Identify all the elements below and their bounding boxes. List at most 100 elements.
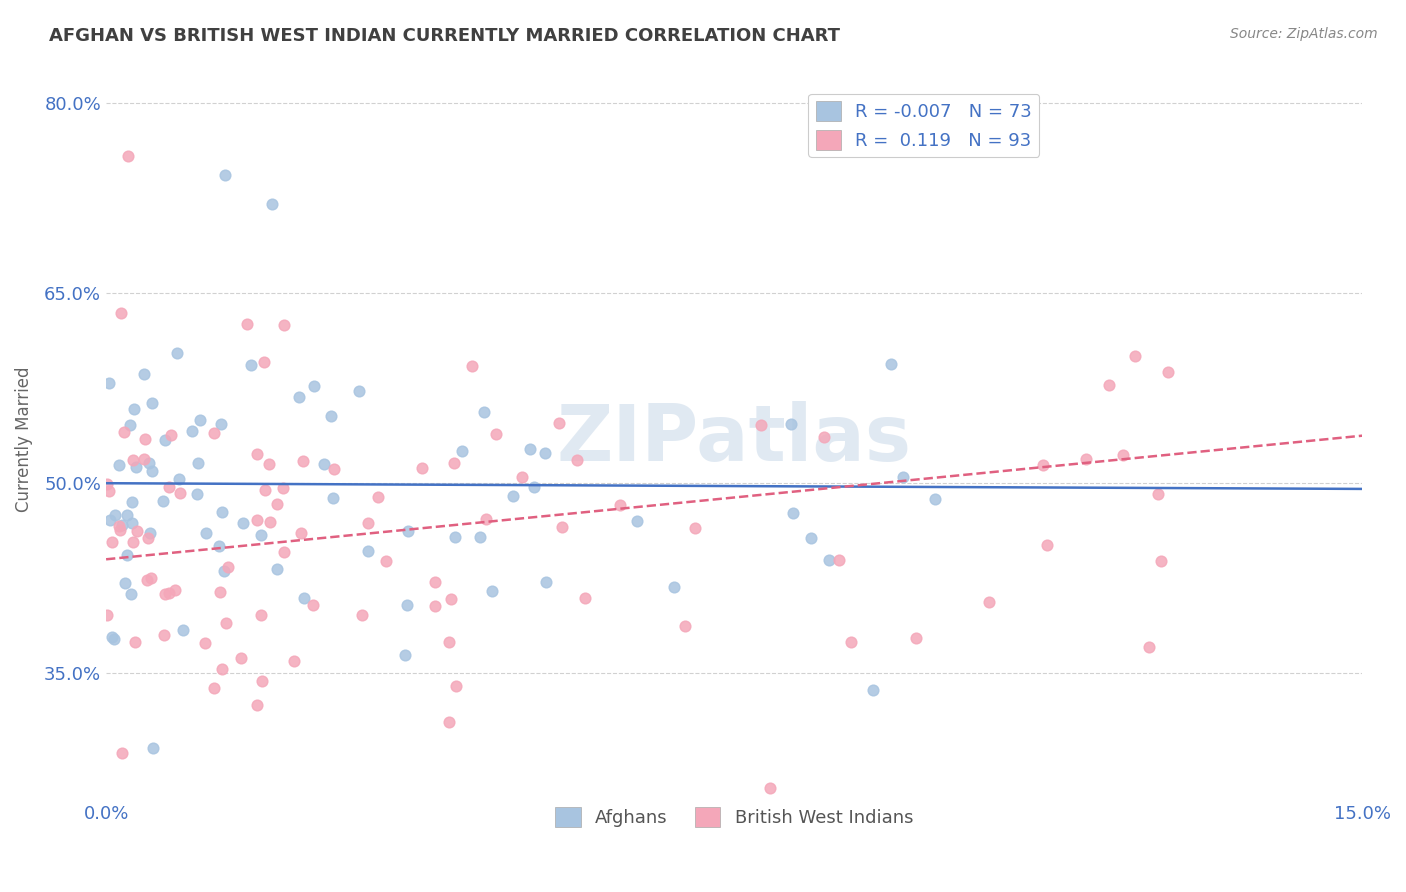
Point <box>1157 365 1180 379</box>
Point <box>141 464 163 478</box>
Point <box>548 416 571 430</box>
Point <box>112 425 135 439</box>
Point <box>136 573 159 587</box>
Point <box>160 427 183 442</box>
Point <box>208 540 231 554</box>
Point <box>510 470 533 484</box>
Point <box>111 517 134 532</box>
Point <box>141 396 163 410</box>
Point <box>100 513 122 527</box>
Point <box>437 635 460 649</box>
Point <box>157 480 180 494</box>
Point <box>187 456 209 470</box>
Point <box>574 591 596 606</box>
Point <box>271 481 294 495</box>
Point <box>157 586 180 600</box>
Point <box>302 598 325 612</box>
Point <box>468 530 491 544</box>
Point <box>1032 458 1054 472</box>
Point <box>502 489 524 503</box>
Point <box>818 553 841 567</box>
Point <box>551 519 574 533</box>
Point <box>347 384 370 399</box>
Point <box>375 554 398 568</box>
Point <box>357 516 380 530</box>
Point <box>839 635 862 649</box>
Point <box>202 681 225 696</box>
Point <box>367 490 389 504</box>
Point <box>292 591 315 605</box>
Point <box>266 562 288 576</box>
Point <box>411 460 433 475</box>
Point <box>121 516 143 530</box>
Point <box>437 714 460 729</box>
Point <box>153 628 176 642</box>
Point <box>152 494 174 508</box>
Point <box>120 587 142 601</box>
Point <box>117 508 139 522</box>
Point <box>291 454 314 468</box>
Point <box>749 418 772 433</box>
Point <box>125 460 148 475</box>
Point <box>110 523 132 537</box>
Point <box>673 619 696 633</box>
Point <box>323 462 346 476</box>
Point <box>891 470 914 484</box>
Point <box>117 548 139 562</box>
Point <box>396 524 419 538</box>
Point <box>257 457 280 471</box>
Point <box>250 608 273 623</box>
Point <box>118 417 141 432</box>
Point <box>260 197 283 211</box>
Point <box>97 376 120 390</box>
Point <box>782 506 804 520</box>
Point <box>138 526 160 541</box>
Point <box>214 168 236 182</box>
Text: Source: ZipAtlas.com: Source: ZipAtlas.com <box>1230 27 1378 41</box>
Point <box>290 525 312 540</box>
Point <box>523 480 546 494</box>
Point <box>101 631 124 645</box>
Point <box>609 498 631 512</box>
Point <box>167 472 190 486</box>
Point <box>758 780 780 795</box>
Point <box>117 149 139 163</box>
Point <box>208 585 231 599</box>
Point <box>1098 378 1121 392</box>
Point <box>862 682 884 697</box>
Point <box>122 402 145 417</box>
Point <box>664 580 686 594</box>
Point <box>108 458 131 473</box>
Point <box>153 433 176 447</box>
Point <box>423 599 446 613</box>
Point <box>209 417 232 431</box>
Point <box>565 452 588 467</box>
Point <box>827 553 849 567</box>
Point <box>472 405 495 419</box>
Point <box>202 426 225 441</box>
Point <box>110 305 132 319</box>
Point <box>813 430 835 444</box>
Point <box>266 497 288 511</box>
Point <box>253 355 276 369</box>
Point <box>111 746 134 760</box>
Point <box>217 559 239 574</box>
Point <box>461 359 484 373</box>
Point <box>357 543 380 558</box>
Point <box>188 413 211 427</box>
Point <box>169 485 191 500</box>
Point <box>395 599 418 613</box>
Point <box>246 512 269 526</box>
Point <box>121 495 143 509</box>
Point <box>1036 538 1059 552</box>
Point <box>446 680 468 694</box>
Point <box>423 575 446 590</box>
Text: AFGHAN VS BRITISH WEST INDIAN CURRENTLY MARRIED CORRELATION CHART: AFGHAN VS BRITISH WEST INDIAN CURRENTLY … <box>49 27 841 45</box>
Point <box>211 662 233 676</box>
Point <box>519 442 541 456</box>
Point <box>181 425 204 439</box>
Point <box>165 583 187 598</box>
Point <box>450 443 472 458</box>
Point <box>444 530 467 544</box>
Point <box>1147 486 1170 500</box>
